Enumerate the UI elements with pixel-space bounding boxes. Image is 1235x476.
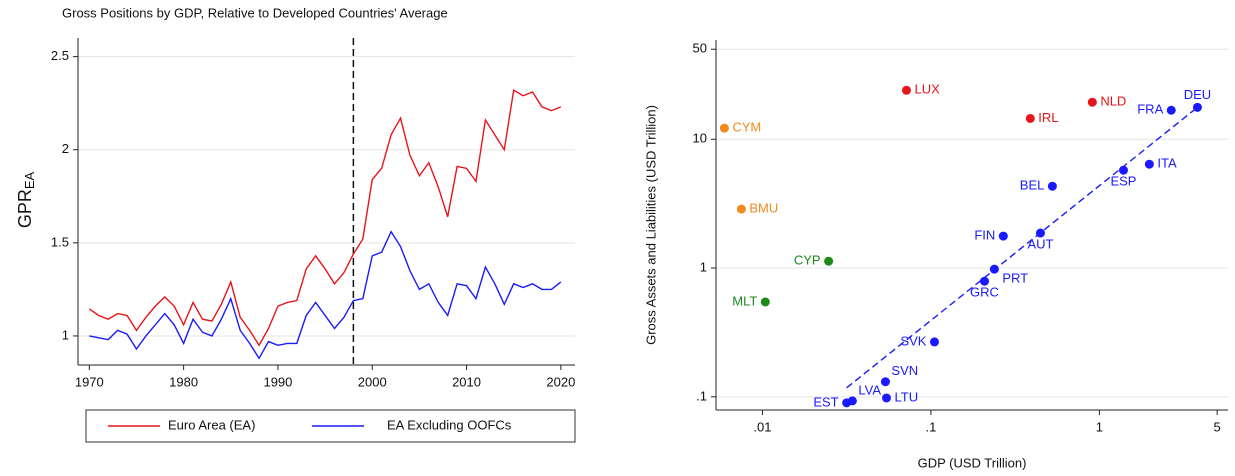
x-tick-label: 5 bbox=[1214, 419, 1221, 434]
y-tick-label: 1 bbox=[700, 259, 707, 274]
point-label: FIN bbox=[974, 228, 995, 243]
y-tick-label: 2 bbox=[62, 141, 69, 156]
y-tick-label: 1.5 bbox=[51, 234, 69, 249]
x-tick-label: 2020 bbox=[546, 374, 575, 389]
series-line bbox=[88, 89, 562, 347]
point bbox=[929, 337, 939, 347]
x-tick-label: 1970 bbox=[75, 374, 104, 389]
point-label: ESP bbox=[1110, 174, 1136, 189]
point bbox=[760, 297, 770, 307]
point bbox=[882, 393, 892, 403]
point-label: GRC bbox=[970, 285, 999, 300]
y-axis-title-sub: EA bbox=[22, 171, 37, 189]
point-label: CYP bbox=[794, 253, 821, 268]
point-label: ITA bbox=[1157, 156, 1177, 171]
point bbox=[901, 85, 911, 95]
point-label: FRA bbox=[1137, 102, 1163, 117]
y-tick-label: 1 bbox=[62, 327, 69, 342]
point bbox=[1087, 97, 1097, 107]
legend-box bbox=[85, 409, 576, 443]
legend-label: Euro Area (EA) bbox=[168, 417, 255, 432]
point bbox=[880, 377, 890, 387]
y-tick-label: 2.5 bbox=[51, 48, 69, 63]
point bbox=[1192, 102, 1202, 112]
point bbox=[1025, 113, 1035, 123]
x-tick-label: 1990 bbox=[263, 374, 292, 389]
point-label: DEU bbox=[1184, 87, 1211, 102]
series-line bbox=[89, 230, 562, 360]
point-label: SVN bbox=[891, 363, 918, 378]
y-tick-label: 10 bbox=[693, 131, 707, 146]
point bbox=[824, 256, 834, 266]
point-label: IRL bbox=[1038, 110, 1058, 125]
point bbox=[998, 231, 1008, 241]
fit-line bbox=[846, 106, 1198, 389]
point-label: LUX bbox=[914, 82, 940, 97]
x-tick-label: .01 bbox=[753, 419, 771, 434]
point-label: BMU bbox=[749, 201, 778, 216]
y-axis-title: GPREA bbox=[15, 171, 38, 228]
legend-label: EA Excluding OOFCs bbox=[387, 417, 512, 432]
y-axis-title: Gross Assets and Liabilities (USD Trilli… bbox=[643, 105, 658, 345]
point bbox=[989, 264, 999, 274]
point-label: NLD bbox=[1100, 94, 1126, 109]
point bbox=[719, 123, 729, 133]
point-label: LTU bbox=[895, 389, 919, 404]
point bbox=[736, 204, 746, 214]
point bbox=[1047, 181, 1057, 191]
point-label: SVK bbox=[900, 333, 926, 348]
point-label: EST bbox=[813, 394, 838, 409]
point-label: AUT bbox=[1027, 236, 1053, 251]
y-tick-label: .1 bbox=[696, 388, 707, 403]
point-label: BEL bbox=[1020, 178, 1045, 193]
point-label: LVA bbox=[858, 382, 881, 397]
x-tick-label: 2000 bbox=[358, 374, 387, 389]
point bbox=[1166, 105, 1176, 115]
x-tick-label: 1980 bbox=[169, 374, 198, 389]
x-tick-label: .1 bbox=[925, 419, 936, 434]
x-tick-label: 1 bbox=[1096, 419, 1103, 434]
point bbox=[1035, 228, 1045, 238]
point bbox=[842, 398, 852, 408]
point bbox=[980, 276, 990, 286]
chart-title: Gross Positions by GDP, Relative to Deve… bbox=[62, 5, 448, 20]
y-tick-label: 50 bbox=[693, 41, 707, 56]
x-tick-label: 2010 bbox=[452, 374, 481, 389]
point-label: PRT bbox=[1002, 271, 1028, 286]
point-label: CYM bbox=[732, 120, 761, 135]
point-label: MLT bbox=[732, 293, 757, 308]
y-axis-title-main: GPR bbox=[15, 189, 35, 228]
point bbox=[1144, 159, 1154, 169]
point bbox=[1118, 165, 1128, 175]
x-axis-title: GDP (USD Trillion) bbox=[918, 455, 1027, 470]
